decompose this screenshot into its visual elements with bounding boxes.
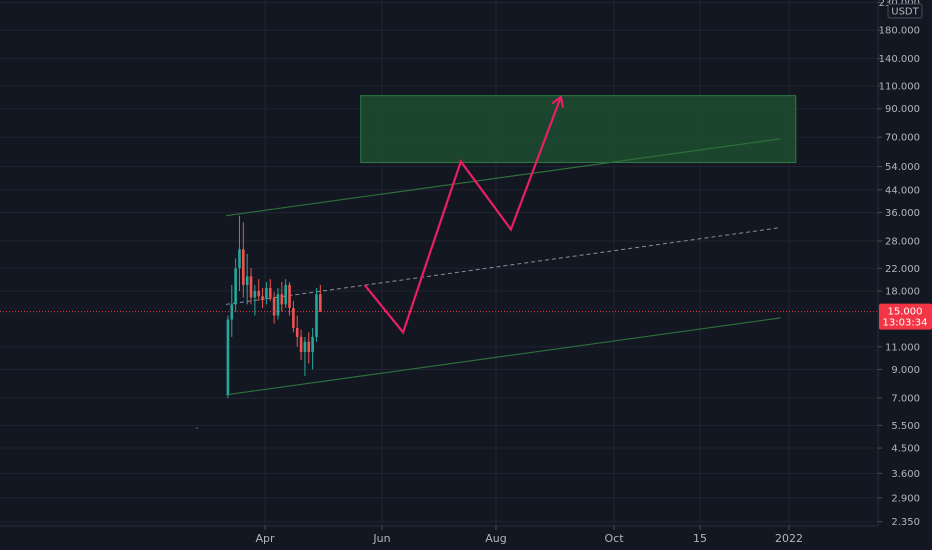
candle-body	[249, 276, 253, 298]
candle-body	[319, 294, 322, 312]
candle-body	[272, 297, 276, 316]
candle-body	[284, 284, 287, 305]
channel-lower-line	[225, 317, 781, 396]
candle-body	[280, 294, 284, 305]
target-zone	[360, 95, 797, 163]
candle-body	[265, 287, 268, 299]
time-tick-label: Oct	[604, 532, 624, 545]
price-axis[interactable]: 230.000180.000140.000110.00090.00070.000…	[877, 0, 932, 528]
candle-body	[261, 296, 264, 299]
candle-layer	[196, 215, 322, 429]
candle-body	[253, 291, 257, 298]
projection-layer	[363, 94, 565, 335]
price-tick-label: 5.500	[891, 421, 920, 432]
candle-body	[234, 268, 237, 305]
price-tick-label: 7.000	[891, 394, 920, 405]
candle-body	[299, 336, 303, 353]
price-tick-label: 4.500	[891, 444, 920, 455]
channel-upper-line	[225, 138, 781, 217]
time-tick-label: Apr	[255, 532, 275, 545]
price-tick-label: 2.350	[891, 517, 920, 528]
price-tick-label: 54.000	[885, 162, 920, 173]
candle-body	[257, 291, 261, 297]
price-tick-label: 3.600	[891, 469, 920, 480]
price-tick-label: 22.000	[885, 264, 920, 275]
price-tick-label: 44.000	[885, 185, 920, 196]
time-tick-label: Aug	[485, 532, 506, 545]
time-axis[interactable]: Apr Jun Aug Oct 15 2022	[0, 525, 932, 550]
candle-body	[288, 284, 291, 308]
currency-label: USDT	[891, 7, 919, 18]
price-tick-label: 140.000	[879, 54, 920, 65]
channel-layer	[225, 138, 781, 396]
price-tick-label: 90.000	[885, 104, 920, 115]
target-zone-layer	[360, 95, 797, 163]
candle-body	[315, 294, 318, 337]
price-tick-label: 18.000	[885, 287, 920, 298]
time-tick-label: 15	[693, 532, 707, 545]
candle-body	[268, 287, 272, 298]
time-tick-label: 2022	[775, 532, 803, 545]
grid-lines	[0, 0, 878, 526]
price-tick-label: 70.000	[885, 133, 920, 144]
price-tick-label: 110.000	[879, 82, 920, 93]
candle-body	[311, 336, 314, 353]
channel-midline	[225, 227, 781, 305]
price-tick-label: 9.000	[891, 365, 920, 376]
projection-arrowhead	[551, 94, 565, 108]
price-tick-label: 11.000	[885, 342, 920, 353]
candle-body	[245, 276, 249, 285]
candle-body	[242, 249, 245, 285]
countdown-label: 13:03:34	[883, 318, 928, 329]
candle-body	[303, 341, 307, 353]
stray-dot	[196, 427, 198, 429]
last-price-tag	[879, 303, 932, 330]
currency-badge[interactable]	[887, 3, 923, 19]
time-tick-label: Jun	[372, 532, 390, 545]
price-tick-label: 180.000	[879, 26, 920, 37]
projection-path	[363, 96, 562, 335]
candle-body	[295, 327, 299, 337]
candle-body	[276, 294, 280, 316]
candle-body	[226, 319, 230, 395]
time-axis-background	[0, 526, 932, 550]
candle-body	[238, 249, 241, 269]
price-tick-label: 28.000	[885, 236, 920, 247]
price-tick-label: 2.900	[891, 493, 920, 504]
candle-body	[307, 341, 311, 353]
candle-body	[292, 307, 295, 328]
last-price-label: 15.000	[888, 307, 923, 318]
price-axis-background	[878, 0, 932, 526]
price-tick-label: 36.000	[885, 208, 920, 219]
